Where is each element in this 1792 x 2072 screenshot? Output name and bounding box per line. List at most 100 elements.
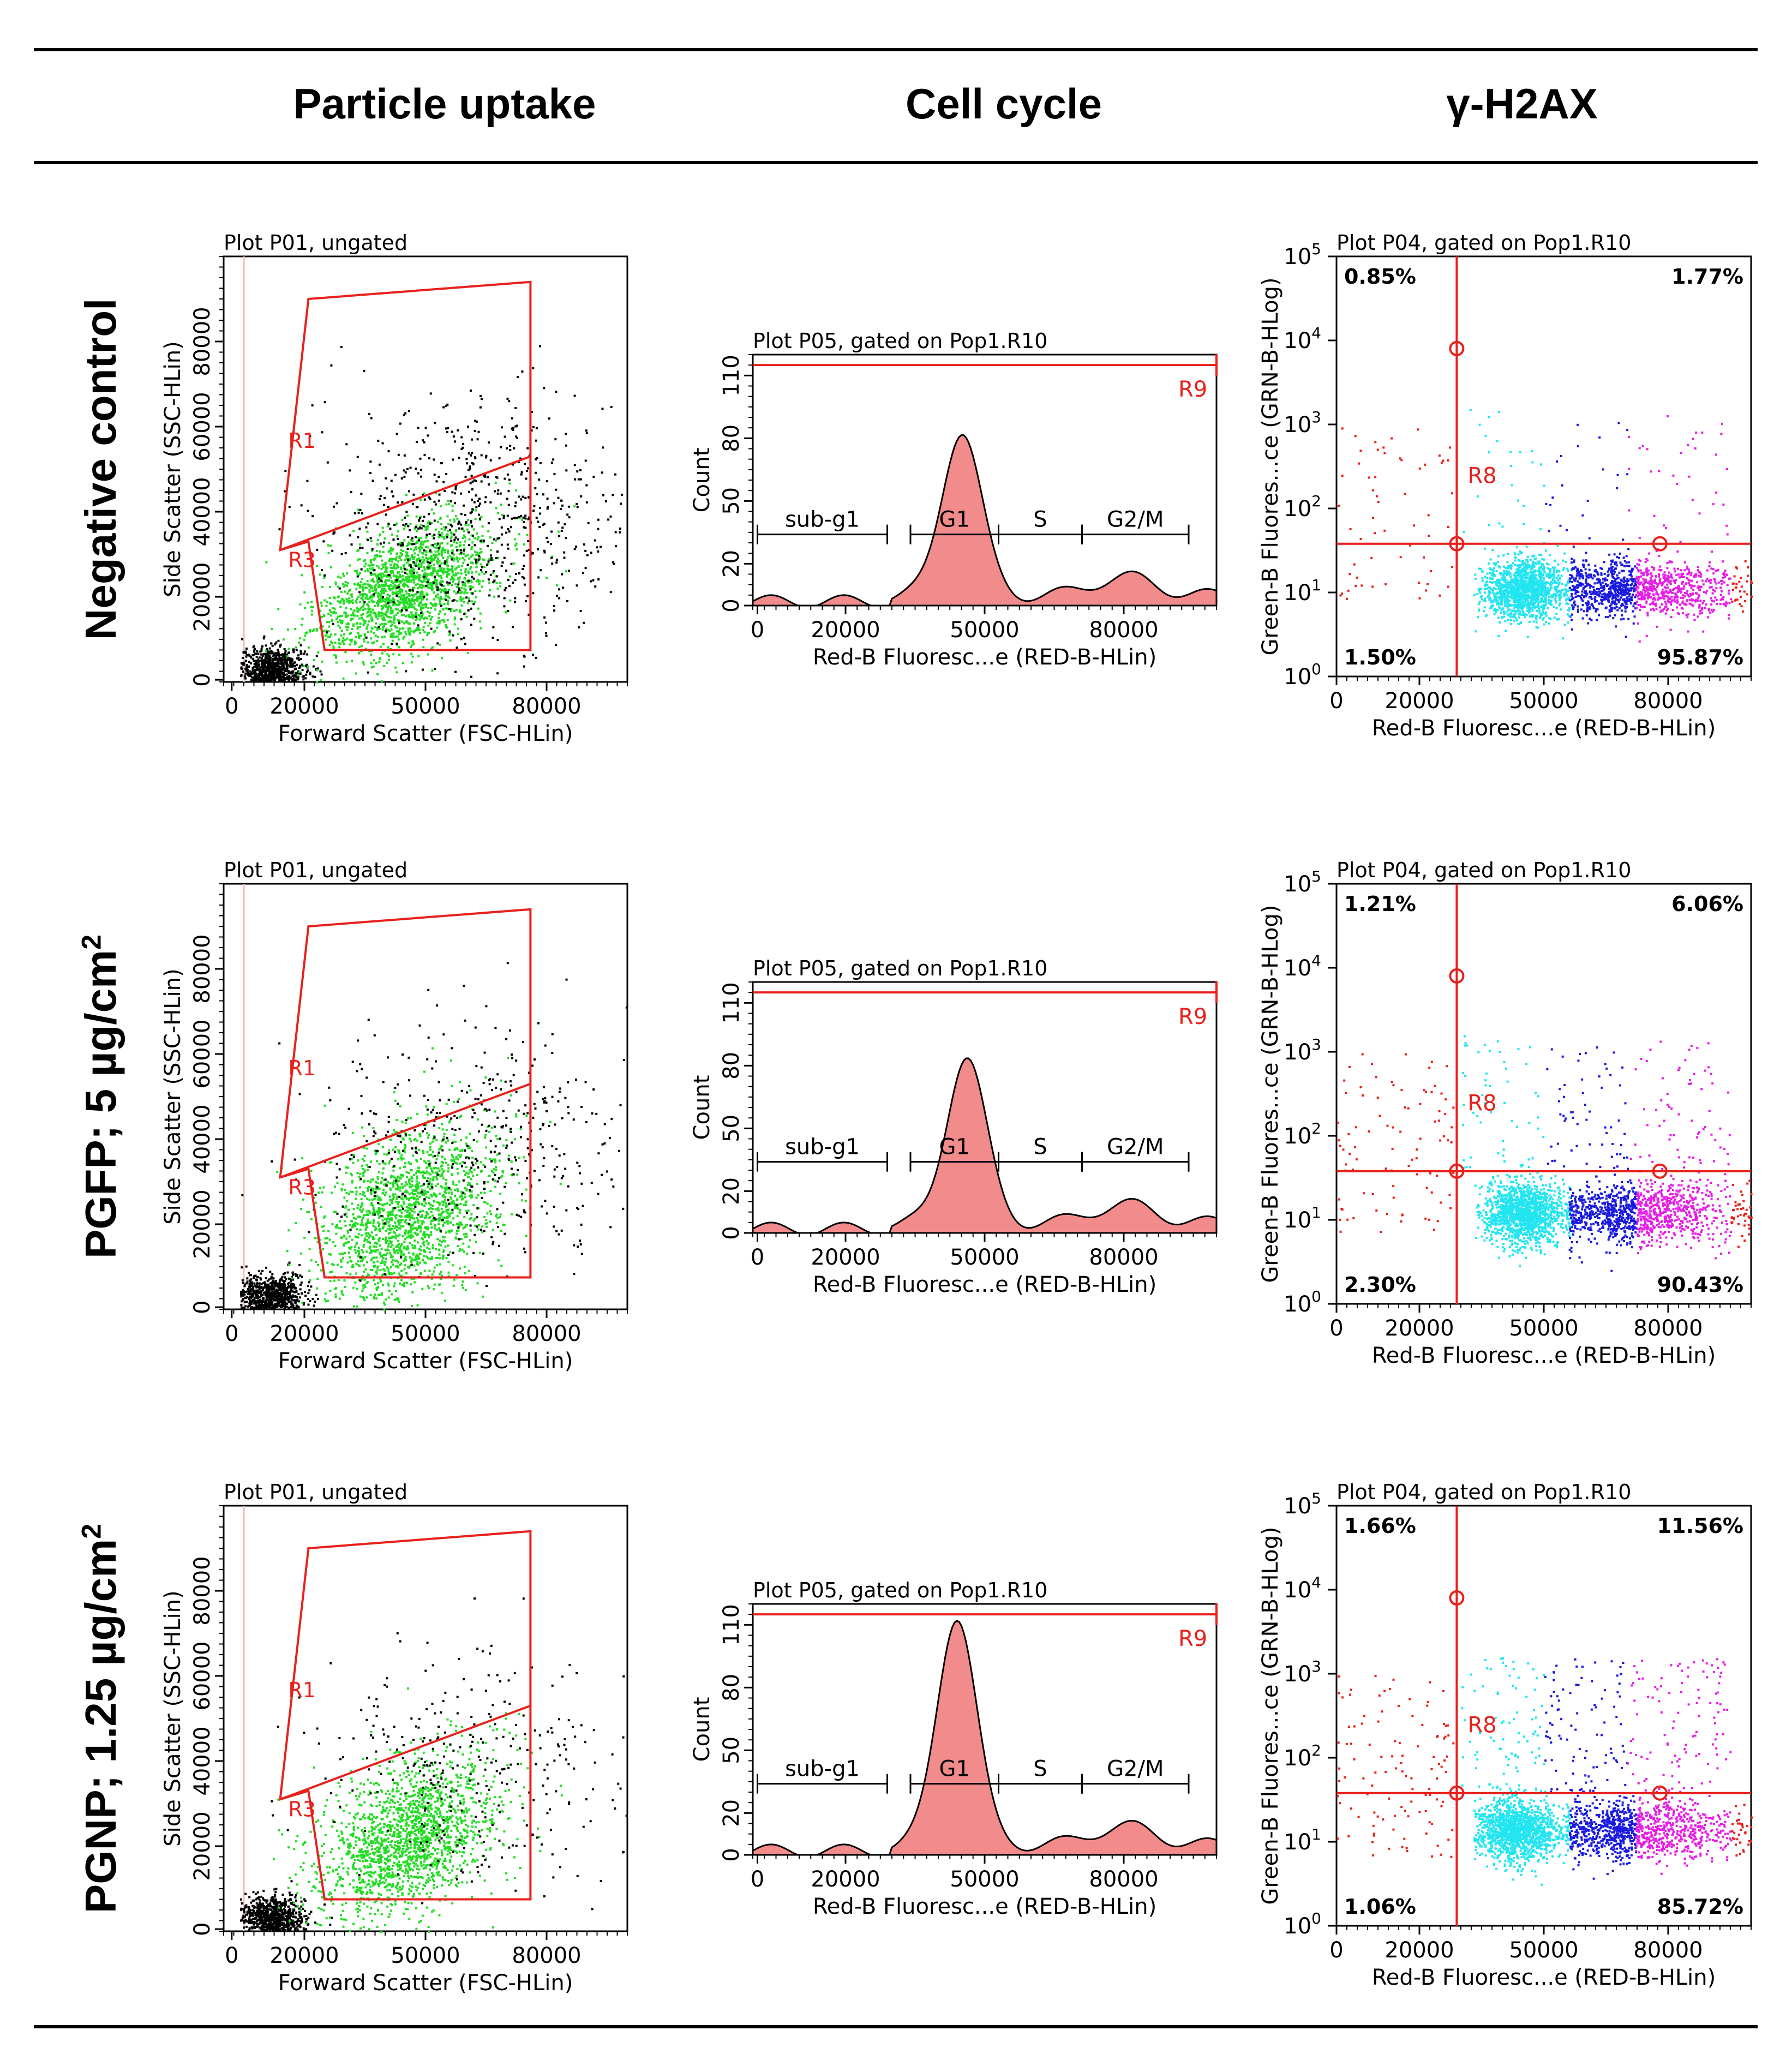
- scatter-point: [410, 538, 412, 541]
- scatter-point: [274, 643, 277, 646]
- scatter-point: [399, 573, 401, 576]
- scatter-point: [433, 500, 436, 503]
- scatter-point: [391, 580, 393, 583]
- scatter-point: [412, 622, 415, 625]
- scatter-point: [1503, 585, 1506, 588]
- scatter-point: [1514, 594, 1517, 597]
- scatter-point: [464, 589, 467, 591]
- scatter-point: [477, 580, 480, 583]
- scatter-point: [1528, 577, 1531, 580]
- scatter-point: [389, 564, 392, 566]
- scatter-point: [445, 503, 448, 506]
- scatter-point: [346, 592, 349, 595]
- top-rule: [34, 48, 1758, 51]
- scatter-point: [269, 656, 272, 659]
- scatter-point: [356, 570, 359, 572]
- scatter-point: [489, 459, 492, 462]
- scatter-point: [278, 678, 281, 681]
- scatter-point: [465, 462, 468, 465]
- scatter-point: [368, 591, 371, 594]
- scatter-point: [573, 548, 576, 550]
- scatter-point: [434, 542, 436, 545]
- scatter-point: [377, 626, 380, 628]
- scatter-point: [1559, 590, 1561, 593]
- scatter-point: [409, 622, 411, 625]
- scatter-point: [494, 481, 497, 484]
- scatter-point: [1697, 585, 1700, 588]
- scatter-point: [508, 478, 511, 481]
- scatter-point: [1508, 570, 1511, 573]
- scatter-point: [1526, 564, 1529, 566]
- scatter-point: [345, 623, 348, 626]
- scatter-point: [254, 662, 257, 665]
- scatter-point: [338, 638, 340, 640]
- scatter-point: [430, 585, 433, 588]
- scatter-point: [412, 631, 415, 633]
- scatter-point: [1512, 615, 1515, 618]
- scatter-point: [416, 571, 419, 574]
- scatter-point: [512, 581, 514, 584]
- scatter-point: [1478, 567, 1481, 570]
- scatter-point: [378, 599, 381, 602]
- scatter-point: [437, 548, 440, 551]
- scatter-point: [1503, 579, 1506, 582]
- scatter-point: [307, 669, 309, 672]
- scatter-point: [1728, 592, 1730, 595]
- scatter-point: [387, 573, 390, 576]
- scatter-point: [366, 530, 369, 533]
- scatter-point: [460, 447, 463, 450]
- scatter-point: [343, 643, 345, 645]
- scatter-point: [337, 576, 340, 578]
- scatter-point: [1517, 623, 1520, 626]
- scatter-point: [286, 673, 289, 676]
- scatter-point: [443, 603, 446, 606]
- scatter-point: [258, 656, 261, 659]
- scatter-point: [1518, 587, 1520, 590]
- scatter-point: [446, 591, 449, 594]
- scatter-point: [453, 616, 456, 619]
- scatter-point: [298, 641, 301, 644]
- scatter-point: [1500, 609, 1503, 612]
- scatter-point: [262, 678, 265, 680]
- scatter-point: [397, 578, 400, 580]
- scatter-point: [1487, 595, 1489, 598]
- scatter-point: [448, 596, 451, 599]
- scatter-point: [1514, 606, 1517, 608]
- scatter-point: [1525, 573, 1528, 576]
- scatter-point: [375, 615, 377, 618]
- scatter-point: [1526, 597, 1529, 600]
- scatter-point: [372, 642, 375, 644]
- scatter-point: [425, 535, 428, 537]
- scatter-point: [460, 436, 463, 439]
- scatter-point: [372, 564, 375, 566]
- scatter-point: [421, 556, 424, 559]
- scatter-point: [1541, 598, 1543, 601]
- scatter-point: [1538, 553, 1541, 556]
- scatter-point: [411, 543, 413, 546]
- scatter-point: [335, 502, 338, 505]
- scatter-point: [370, 573, 373, 576]
- scatter-point: [328, 621, 331, 624]
- scatter-point: [1541, 575, 1544, 578]
- scatter-point: [500, 565, 503, 567]
- scatter-point: [345, 443, 348, 446]
- scatter-point: [378, 627, 381, 630]
- scatter-point: [387, 646, 389, 649]
- scatter-point: [515, 542, 518, 545]
- y-tick-label: 60000: [190, 392, 215, 461]
- scatter-point: [374, 591, 377, 594]
- scatter-point: [283, 675, 285, 678]
- scatter-point: [261, 655, 264, 657]
- scatter-point: [532, 592, 535, 595]
- scatter-point: [394, 608, 397, 610]
- scatter-point: [471, 600, 474, 603]
- scatter-point: [1489, 568, 1492, 571]
- scatter-point: [392, 538, 395, 541]
- scatter-point: [440, 584, 443, 587]
- scatter-point: [1534, 576, 1537, 578]
- scatter-point: [456, 556, 458, 559]
- scatter-point: [456, 586, 458, 589]
- scatter-point: [327, 636, 329, 638]
- scatter-point: [400, 598, 403, 601]
- scatter-point: [340, 346, 343, 349]
